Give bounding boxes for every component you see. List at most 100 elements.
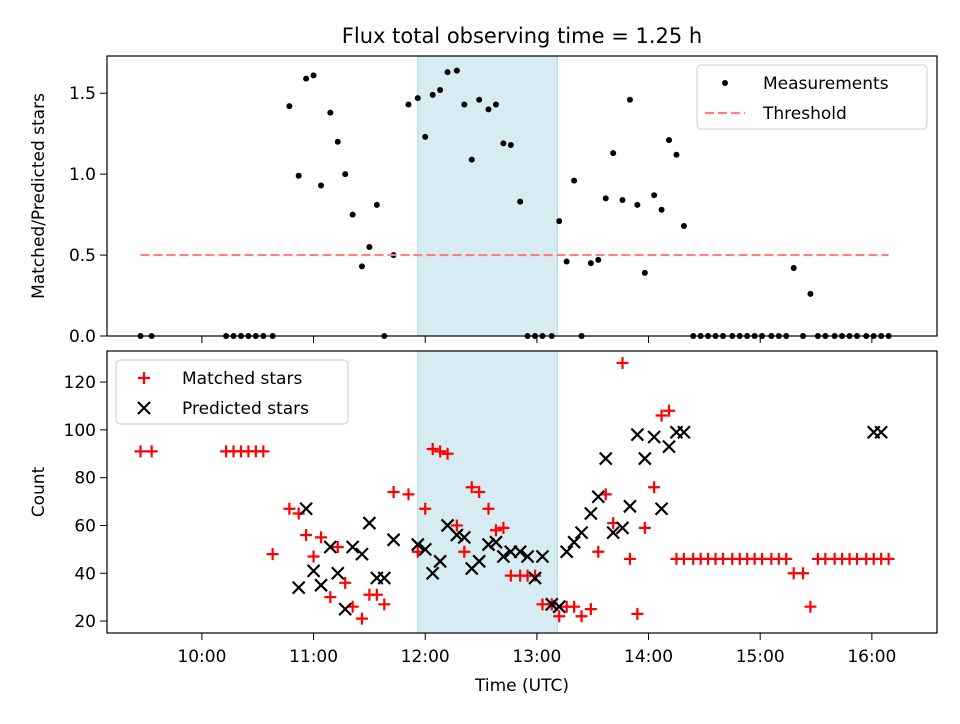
matched-star-point bbox=[780, 552, 793, 565]
y-tick-label: 1.0 bbox=[69, 165, 96, 185]
predicted-star-point bbox=[411, 537, 425, 552]
legend-box bbox=[115, 359, 349, 425]
predicted-star-point bbox=[638, 451, 652, 466]
predicted-star-point bbox=[489, 535, 503, 549]
predicted-star-point bbox=[355, 547, 369, 561]
measurement-point bbox=[327, 109, 334, 116]
predicted-star-point bbox=[457, 530, 472, 545]
predicted-star-point bbox=[623, 499, 637, 514]
y-tick-label: 20 bbox=[74, 612, 96, 632]
legend-marker-matched bbox=[138, 372, 150, 384]
predicted-star-point bbox=[528, 571, 542, 585]
matched-star-point bbox=[266, 548, 279, 561]
measurement-point bbox=[571, 177, 578, 184]
predicted-star-point bbox=[647, 430, 661, 444]
matched-star-point bbox=[339, 576, 352, 589]
predicted-star-point bbox=[552, 599, 566, 614]
measurement-point bbox=[587, 260, 594, 267]
measurement-point bbox=[373, 201, 380, 208]
legend: Measurements Threshold bbox=[696, 64, 928, 130]
axes-frame bbox=[106, 55, 938, 337]
measurement-point bbox=[286, 103, 293, 110]
predicted-star-point bbox=[338, 602, 352, 616]
x-tick-label: 12:00 bbox=[401, 647, 450, 667]
predicted-star-point bbox=[544, 597, 559, 612]
x-tick-label: 14:00 bbox=[624, 647, 673, 667]
measurement-point bbox=[405, 101, 412, 108]
measurement-point bbox=[318, 182, 325, 189]
measurement-point bbox=[476, 96, 483, 103]
matched-star-point bbox=[553, 610, 566, 623]
matched-star-point bbox=[257, 445, 270, 458]
predicted-star-point bbox=[330, 566, 345, 581]
measurement-point bbox=[619, 197, 626, 204]
matched-star-point bbox=[378, 598, 391, 611]
predicted-star-point bbox=[513, 544, 527, 559]
x-axis-label: Time (UTC) bbox=[474, 676, 569, 696]
matched-star-point bbox=[402, 488, 415, 501]
matched-star-point bbox=[655, 409, 668, 422]
measurement-point bbox=[358, 263, 365, 270]
matched-star-point bbox=[134, 445, 147, 458]
y-axis-label: Count bbox=[29, 466, 49, 517]
measurement-point bbox=[492, 101, 499, 108]
matched-star-point bbox=[387, 486, 400, 498]
y-tick-label: 80 bbox=[74, 469, 96, 489]
y-tick-label: 100 bbox=[64, 421, 96, 441]
predicted-star-point bbox=[598, 451, 613, 466]
predicted-star-point bbox=[584, 506, 598, 521]
measurement-point bbox=[414, 95, 421, 102]
top-panel: 0.0 0.5 1.0 1.5 Matched/Predicted stars Measu… bbox=[29, 55, 938, 347]
measurement-point bbox=[807, 290, 814, 297]
matched-star-point bbox=[145, 445, 158, 458]
predicted-star-point bbox=[362, 516, 377, 530]
matched-star-point bbox=[616, 356, 629, 369]
matched-star-point bbox=[489, 524, 502, 537]
legend-label: Measurements bbox=[763, 74, 889, 94]
y-axis-label: Matched/Predicted stars bbox=[29, 93, 49, 299]
legend-label: Threshold bbox=[762, 104, 847, 124]
bottom-panel: 20 40 60 80 100 120 10:00 11:00 12:00 13:00 14:00 1… bbox=[29, 350, 938, 696]
figure-title: Flux total observing time = 1.25 h bbox=[342, 24, 702, 48]
predicted-star-point bbox=[472, 554, 486, 569]
legend-marker-predicted bbox=[137, 401, 151, 415]
matched-star-point bbox=[370, 588, 383, 601]
matched-star-point bbox=[568, 600, 581, 613]
matched-star-point bbox=[355, 612, 368, 625]
matched-star-point bbox=[648, 481, 661, 494]
predicted-star-point bbox=[677, 425, 691, 440]
matched-star-point bbox=[450, 519, 463, 532]
predicted-star-point bbox=[386, 533, 401, 547]
measurement-point bbox=[453, 67, 460, 74]
matched-star-point bbox=[473, 486, 486, 498]
matched-star-point bbox=[631, 607, 644, 620]
predicted-star-point bbox=[567, 535, 581, 549]
matched-star-point bbox=[426, 442, 439, 455]
shaded-interval bbox=[417, 350, 558, 634]
matched-star-point bbox=[663, 404, 676, 417]
matched-star-point bbox=[804, 600, 817, 613]
measurement-point bbox=[673, 151, 680, 158]
matched-star-point bbox=[575, 610, 588, 623]
matched-star-point bbox=[482, 502, 495, 515]
predicted-star-point bbox=[418, 542, 433, 557]
measurement-point bbox=[556, 218, 563, 225]
measurement-point bbox=[468, 156, 475, 163]
shaded-interval bbox=[417, 55, 558, 337]
predicted-star-point bbox=[591, 490, 606, 504]
measurement-point bbox=[334, 138, 341, 145]
measurement-point bbox=[680, 222, 687, 229]
legend: Matched stars Predicted stars bbox=[115, 359, 349, 425]
predicted-star-point bbox=[345, 540, 360, 554]
predicted-star-point bbox=[662, 439, 676, 454]
measurement-point bbox=[437, 86, 444, 93]
measurement-point bbox=[461, 101, 468, 108]
matched-star-point bbox=[331, 540, 344, 553]
measurement-point bbox=[444, 69, 451, 76]
matched-star-point bbox=[529, 569, 542, 582]
measurement-point bbox=[666, 137, 673, 144]
measurement-point bbox=[429, 91, 436, 98]
matched-star-point bbox=[497, 521, 510, 534]
predicted-star-point bbox=[323, 540, 338, 554]
predicted-star-point bbox=[496, 549, 511, 564]
